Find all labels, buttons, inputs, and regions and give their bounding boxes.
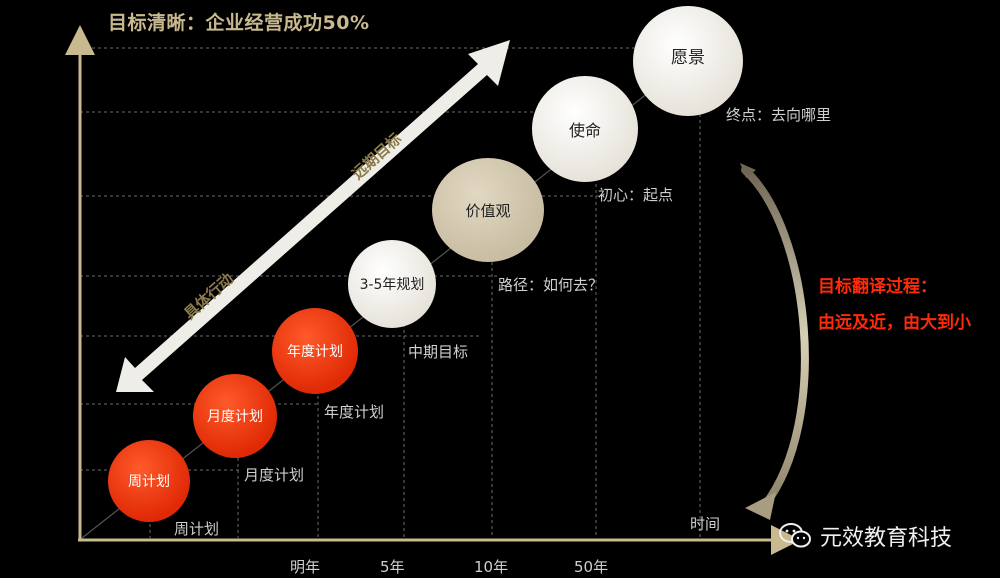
wechat-icon xyxy=(779,523,811,548)
note-values: 路径：如何去？ xyxy=(498,276,604,294)
page-title: 目标清晰：企业经营成功50% xyxy=(108,12,370,34)
x-tick-5-years: 5年 xyxy=(380,558,405,576)
circle-year-plan: 年度计划 xyxy=(272,308,358,394)
circle-vision-label: 愿景 xyxy=(671,47,705,68)
circle-plan-3-5-label: 3-5年规划 xyxy=(359,277,425,293)
circle-values: 价值观 xyxy=(432,158,544,262)
translate-curve-arrow xyxy=(741,166,809,509)
translate-process-title: 目标翻译过程： xyxy=(818,277,937,297)
x-tick-50-years: 50年 xyxy=(574,558,609,576)
curve-arrowhead xyxy=(745,492,776,520)
circle-week-plan: 周计划 xyxy=(108,440,190,522)
circle-year-plan-label: 年度计划 xyxy=(287,344,343,360)
circle-mission: 使命 xyxy=(532,76,638,182)
circle-vision: 愿景 xyxy=(633,6,743,116)
x-axis-label: 时间 xyxy=(690,515,721,533)
brand-watermark: 元效教育科技 xyxy=(778,520,952,552)
note-year-plan: 年度计划 xyxy=(324,403,385,421)
circle-mission-label: 使命 xyxy=(568,121,601,140)
circle-values-label: 价值观 xyxy=(465,201,511,220)
curve-tail xyxy=(740,163,756,178)
circle-week-plan-label: 周计划 xyxy=(128,474,170,490)
translate-process-desc: 由远及近，由大到小 xyxy=(818,313,971,333)
note-mission: 初心：起点 xyxy=(598,186,674,204)
circle-plan-3-5: 3-5年规划 xyxy=(348,240,436,328)
arrow-label-up: 远期目标 xyxy=(348,130,405,184)
note-month-plan: 月度计划 xyxy=(244,466,305,484)
brand-name: 元效教育科技 xyxy=(820,526,953,551)
note-week-plan: 周计划 xyxy=(174,520,220,538)
note-plan-3-5: 中期目标 xyxy=(408,343,469,361)
circle-month-plan-label: 月度计划 xyxy=(207,409,263,425)
x-tick-next-year: 明年 xyxy=(290,558,321,576)
x-tick-10-years: 10年 xyxy=(474,558,509,576)
note-vision: 终点：去向哪里 xyxy=(726,106,832,124)
circle-month-plan: 月度计划 xyxy=(193,374,277,458)
double-arrow xyxy=(116,40,510,392)
